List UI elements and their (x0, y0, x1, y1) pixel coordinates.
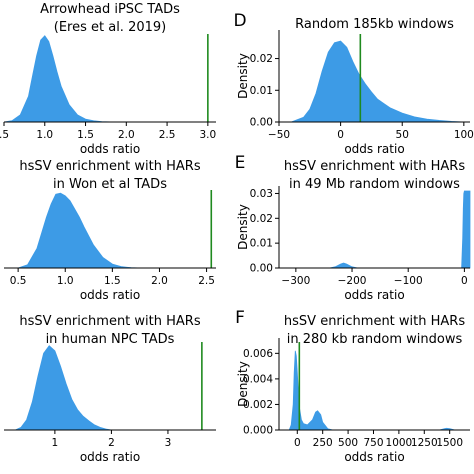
chart-title-line: hsSV enrichment with HARs (19, 314, 200, 329)
x-tick-label: −50 (268, 129, 290, 141)
x-axis-label: odds ratio (80, 142, 140, 156)
chart-title-line: hsSV enrichment with HARs (19, 159, 200, 174)
x-tick-label: 2.0 (118, 129, 135, 141)
chart-title-line: hsSV enrichment with HARs (284, 314, 465, 329)
y-tick-label: 0.01 (250, 85, 273, 97)
density-area (17, 192, 141, 269)
density-area (291, 40, 464, 123)
y-tick-label: 0.000 (243, 425, 273, 437)
y-tick-label: 0.01 (250, 238, 273, 250)
x-tick-label: 1.5 (77, 129, 94, 141)
x-axis-label: odds ratio (344, 450, 404, 464)
x-tick-label: 2.5 (159, 129, 176, 141)
x-tick-label: 1.5 (104, 275, 121, 287)
x-tick-label: 50 (396, 129, 409, 141)
x-tick-label: 1 (52, 437, 59, 449)
y-tick-label: 0.002 (243, 399, 273, 411)
chart-title-line: in 49 Mb random windows (289, 177, 460, 192)
x-tick-label: −300 (281, 275, 310, 287)
x-tick-label: 2 (108, 437, 115, 449)
panel-letter: D (233, 11, 246, 31)
x-tick-label: 0 (337, 129, 344, 141)
chart-panel-5: hsSV enrichment with HARs in human NPC TA… (4, 314, 216, 464)
x-axis-label: odds ratio (80, 450, 140, 464)
chart-title-line: hsSV enrichment with HARs (284, 159, 465, 174)
x-axis-label: odds ratio (344, 142, 404, 156)
x-tick-label: 0 (461, 275, 468, 287)
x-axis-label: odds ratio (80, 288, 140, 302)
x-tick-label: 3 (165, 437, 172, 449)
x-tick-label: −100 (394, 275, 423, 287)
x-tick-label: 1000 (386, 437, 413, 449)
density-area (288, 350, 455, 431)
x-tick-label: 0.5 (10, 275, 27, 287)
chart-title-line: (Eres et al. 2019) (54, 20, 166, 35)
x-tick-label: −200 (338, 275, 367, 287)
x-tick-label: 0 (294, 437, 301, 449)
chart-title-line: Random 185kb windows (295, 17, 454, 32)
density-area (15, 345, 112, 431)
chart-panel-3: hsSV enrichment with HARs in Won et al TA… (4, 159, 216, 302)
x-tick-label: 1500 (436, 437, 463, 449)
chart-panel-1: Arrowhead iPSC TADs (Eres et al. 2019) .5 1… (0, 2, 216, 156)
density-area (329, 190, 471, 269)
y-tick-label: 0.02 (250, 53, 273, 65)
panel-letter: E (235, 153, 246, 173)
x-tick-label: 750 (363, 437, 383, 449)
panel-letter: F (235, 308, 245, 328)
x-tick-label: 500 (338, 437, 358, 449)
chart-panel-6: hsSV enrichment with HARs in 280 kb rando… (235, 308, 470, 464)
x-tick-label: 2.0 (151, 275, 168, 287)
y-tick-label: 0.03 (250, 188, 273, 200)
x-tick-label: .5 (0, 129, 9, 141)
y-tick-label: 0.006 (243, 348, 273, 360)
y-tick-label: 0.00 (250, 117, 273, 129)
y-tick-label: 0.004 (243, 373, 273, 385)
x-tick-label: 2.5 (198, 275, 215, 287)
x-tick-label: 1250 (411, 437, 438, 449)
x-tick-label: 1.0 (36, 129, 53, 141)
chart-title-line: in Won et al TADs (53, 177, 167, 192)
x-tick-label: 1.0 (57, 275, 74, 287)
density-area (3, 35, 119, 123)
y-tick-label: 0.00 (250, 263, 273, 275)
chart-title-line: Arrowhead iPSC TADs (40, 2, 180, 17)
chart-panel-4: hsSV enrichment with HARs in 49 Mb random… (235, 153, 471, 302)
y-tick-label: 0.02 (250, 213, 273, 225)
x-tick-label: 100 (454, 129, 474, 141)
y-axis-label: Density (236, 53, 250, 99)
y-axis-label: Density (236, 204, 250, 250)
x-axis-label: odds ratio (344, 288, 404, 302)
y-axis-label: Density (236, 361, 250, 407)
chart-panel-2: Random 185kb windows D −50 0 50 100 odds ratio… (233, 11, 473, 156)
chart-title-line: in 280 kb random windows (287, 332, 463, 347)
x-tick-label: 3.0 (199, 129, 216, 141)
chart-title-line: in human NPC TADs (46, 332, 175, 347)
x-tick-label: 250 (313, 437, 333, 449)
